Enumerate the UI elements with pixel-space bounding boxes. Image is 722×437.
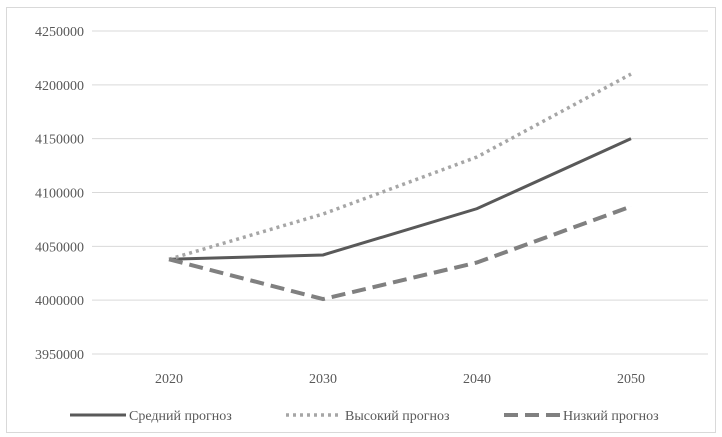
series-line xyxy=(168,204,632,302)
legend-label: Низкий прогноз xyxy=(563,409,659,424)
y-axis: 3950000 4000000 4050000 4100000 4150000 42000… xyxy=(35,25,84,363)
y-tick-label: 4150000 xyxy=(35,133,84,148)
legend-label: Средний прогноз xyxy=(129,409,232,424)
x-axis: 2020 2030 2040 2050 xyxy=(155,372,645,387)
y-tick-label: 4250000 xyxy=(35,25,84,40)
y-tick-label: 4200000 xyxy=(35,79,84,94)
y-tick-label: 4100000 xyxy=(35,187,84,202)
legend-label: Высокий прогноз xyxy=(345,409,450,424)
series-layer xyxy=(168,72,632,302)
grid-layer xyxy=(92,30,708,355)
legend: Средний прогноз Высокий прогноз Низкий про… xyxy=(70,409,659,424)
y-tick-label: 4050000 xyxy=(35,240,84,255)
x-tick-label: 2020 xyxy=(155,372,183,387)
y-tick-label: 3950000 xyxy=(35,348,84,363)
x-tick-label: 2040 xyxy=(463,372,491,387)
series-line xyxy=(168,137,632,261)
y-tick-label: 4000000 xyxy=(35,294,84,309)
x-tick-label: 2030 xyxy=(309,372,337,387)
x-tick-label: 2050 xyxy=(617,372,645,387)
